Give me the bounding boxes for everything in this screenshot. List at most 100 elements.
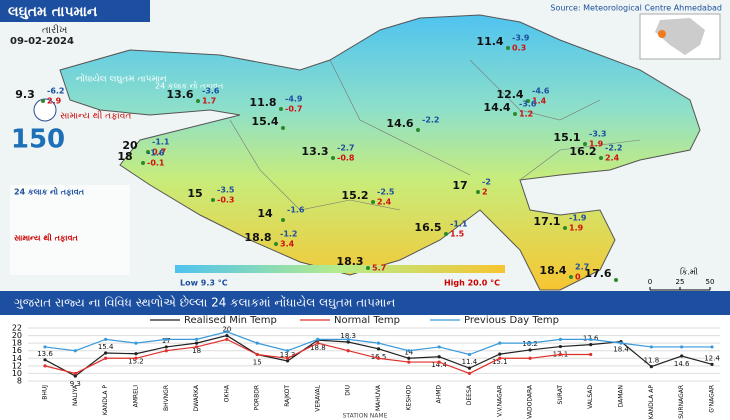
series-point	[255, 352, 259, 357]
station-change: 2.7	[575, 263, 589, 272]
station-change: -6.2	[47, 87, 65, 96]
x-axis-label: STATION NAME	[343, 413, 388, 420]
district-borders	[229, 59, 641, 211]
series-point	[649, 345, 653, 349]
series-point	[467, 371, 472, 376]
station-change: -1.2	[280, 230, 298, 239]
series-point	[346, 337, 350, 341]
station-dot	[569, 275, 573, 279]
series-point	[407, 356, 411, 360]
series-point	[225, 333, 229, 338]
x-tick-label: BHUJ	[42, 385, 49, 400]
station-anomaly: 0.7	[152, 148, 166, 157]
station-change: -3.9	[512, 34, 530, 43]
series-point	[558, 352, 563, 357]
station-dot	[506, 46, 510, 50]
y-tick-label: 14	[12, 354, 22, 363]
series-point	[316, 337, 320, 341]
value-label: 11.8	[644, 357, 660, 365]
station-temp: 18.3	[336, 255, 363, 268]
x-tick-label: SURNAGAR	[678, 385, 685, 419]
station-dot	[146, 150, 150, 154]
station-temp: 15	[187, 187, 202, 200]
station-dot	[366, 266, 370, 270]
series-point	[73, 371, 77, 376]
legend-anomaly: સામાન્ય થી તફાવત	[60, 111, 131, 122]
station-temp: 16.5	[414, 221, 441, 234]
title: લઘુતમ તાપમાન	[8, 4, 98, 20]
x-tick-label: PORBDR	[254, 385, 261, 410]
station-anomaly: 1.2	[519, 110, 533, 119]
y-tick-label: 8	[17, 377, 22, 386]
chart-area	[0, 315, 730, 420]
side-box	[10, 185, 130, 275]
station-anomaly: 2.9	[47, 97, 62, 106]
station-change: -2.5	[377, 188, 395, 197]
station-temp: 14.6	[386, 117, 413, 130]
station-anomaly: 1.9	[569, 224, 584, 233]
series-point	[164, 345, 168, 349]
station-dot	[331, 156, 335, 160]
series-point	[73, 349, 77, 353]
station-temp: 17	[452, 179, 467, 192]
station-dot	[196, 99, 200, 103]
series-point	[437, 360, 441, 364]
banner-bar	[0, 291, 730, 315]
station-temp: 12.4	[496, 88, 523, 101]
station-change: -4.9	[285, 95, 303, 104]
series-point	[558, 344, 563, 349]
x-tick-label: KANDLA P	[102, 385, 109, 416]
x-tick-label: KESHOD	[405, 385, 412, 411]
series-point	[528, 356, 532, 360]
series-point	[467, 352, 472, 357]
x-tick-label: OKHA	[223, 384, 230, 402]
station-change: -3.3	[589, 130, 607, 139]
station-temp: 15.1	[553, 131, 580, 144]
x-tick-label: RAJKOT	[284, 385, 291, 407]
station-dot	[563, 226, 567, 230]
imd-logo	[33, 98, 57, 122]
series-point	[376, 356, 381, 360]
series-point	[649, 365, 653, 369]
value-label: 9.3	[70, 380, 81, 388]
date-label: તારીખ	[42, 24, 67, 36]
series-point	[710, 345, 714, 349]
station-dot	[444, 232, 448, 236]
station-dot	[599, 156, 603, 160]
anniversary-logo: 150	[11, 125, 65, 155]
series-point	[134, 352, 138, 356]
station-anomaly: 2.4	[377, 198, 392, 207]
side-anomaly-title: સામાન્ય થી તફાવત	[14, 233, 79, 243]
station-dot	[279, 107, 283, 111]
station-dot	[371, 200, 375, 204]
y-tick-label: 20	[12, 331, 22, 340]
x-tick-label: DAMAN	[618, 385, 625, 407]
station-temp: 18.8	[244, 231, 271, 244]
station-change: -1.1	[152, 138, 170, 147]
value-label: 14.4	[431, 361, 447, 369]
station-dot	[476, 190, 480, 194]
station-dot	[513, 112, 517, 116]
series-point	[437, 355, 441, 359]
station-anomaly: 1.7	[202, 97, 216, 106]
station-anomaly: 2	[482, 188, 488, 197]
station-temp: 11.4	[476, 35, 503, 48]
legend-label: Realised Min Temp	[184, 315, 277, 326]
series-point	[194, 345, 199, 349]
x-tick-label: NALIYA	[72, 384, 79, 406]
station-anomaly: -0.8	[337, 154, 355, 163]
value-label: 15	[253, 359, 262, 367]
series-point	[407, 349, 411, 353]
series-point	[710, 362, 714, 366]
series-point	[619, 341, 623, 345]
legend-label: Normal Temp	[334, 315, 400, 326]
series-point	[680, 345, 684, 349]
station-anomaly: 0.3	[512, 44, 526, 53]
station-temp: 18	[117, 150, 132, 163]
station-temp: 13.6	[166, 88, 193, 101]
series-point	[558, 337, 563, 341]
station-temp: 17.1	[533, 215, 560, 228]
station-temp: 14.4	[483, 101, 510, 114]
station-anomaly: 5.7	[372, 264, 386, 273]
value-label: 15.4	[98, 343, 114, 351]
